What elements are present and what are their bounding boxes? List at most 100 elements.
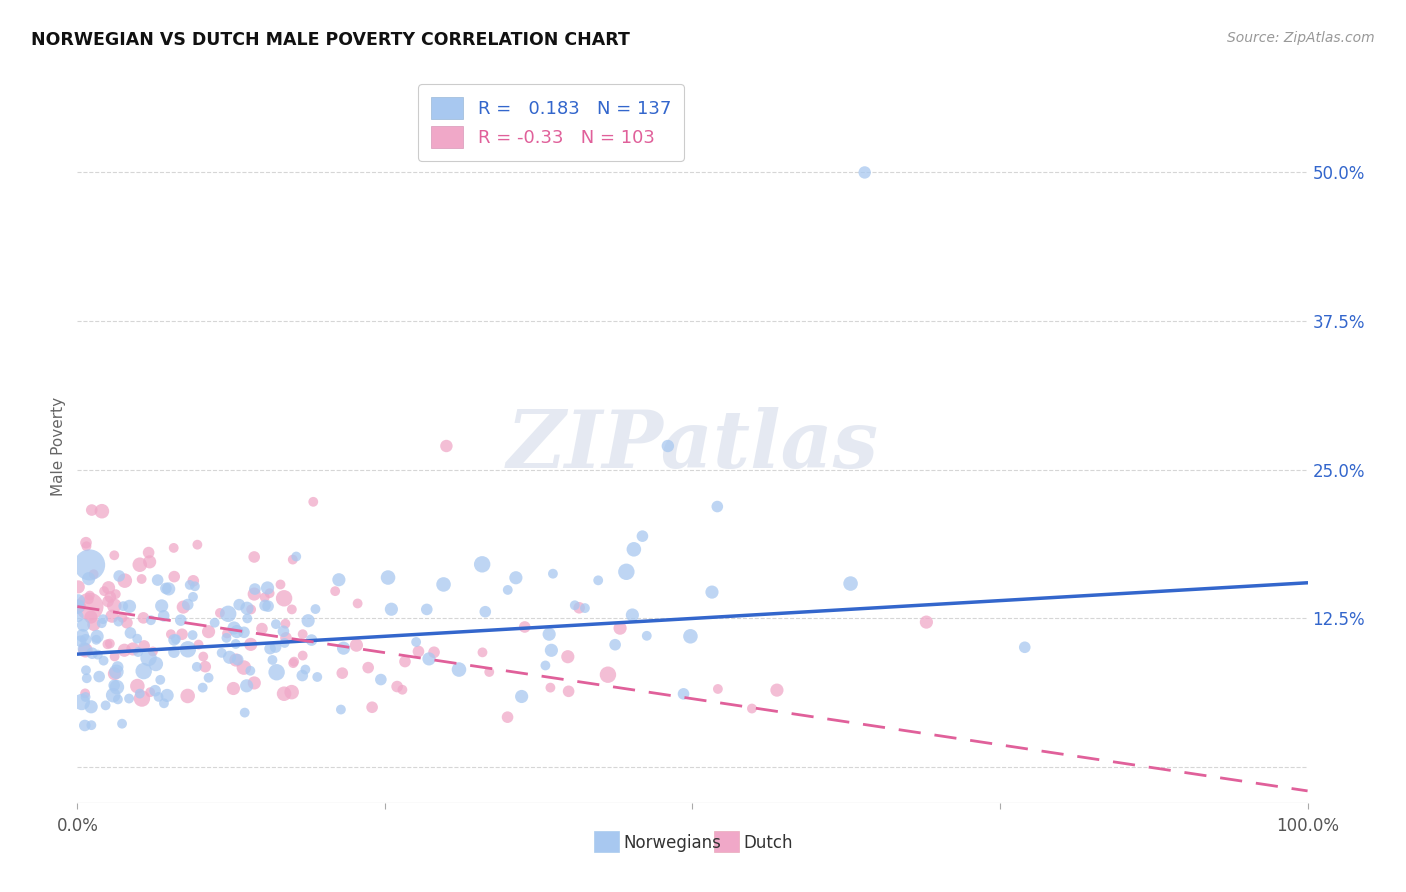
Point xyxy=(679,629,702,643)
Point xyxy=(112,599,135,614)
Point xyxy=(273,591,295,606)
Point xyxy=(222,681,245,696)
Point xyxy=(609,621,631,635)
Point xyxy=(118,691,141,706)
Point xyxy=(447,663,470,677)
Point xyxy=(603,638,626,652)
Point xyxy=(115,615,138,630)
Point xyxy=(416,602,439,616)
Point xyxy=(66,609,89,624)
Point xyxy=(323,584,346,599)
Point xyxy=(67,599,90,613)
Point xyxy=(236,611,259,625)
Point xyxy=(84,632,107,647)
Point xyxy=(432,577,454,591)
Point xyxy=(614,565,637,579)
Text: Norwegians: Norwegians xyxy=(624,834,721,852)
Point xyxy=(77,572,100,586)
Point xyxy=(194,659,217,673)
Point xyxy=(150,599,173,613)
Point xyxy=(254,599,277,613)
Point xyxy=(346,597,368,611)
Point xyxy=(534,658,557,673)
Point xyxy=(67,593,90,607)
Point xyxy=(93,654,115,668)
Point xyxy=(157,582,180,596)
Point xyxy=(67,580,90,594)
Point xyxy=(557,684,579,698)
Point xyxy=(90,616,112,631)
Point xyxy=(574,601,596,615)
Point xyxy=(274,616,297,631)
Point xyxy=(75,663,97,677)
Point xyxy=(297,614,319,628)
Point xyxy=(176,689,198,703)
Legend: R =   0.183   N = 137, R = -0.33   N = 103: R = 0.183 N = 137, R = -0.33 N = 103 xyxy=(418,84,683,161)
Point xyxy=(163,645,186,659)
Point xyxy=(160,627,183,641)
Point xyxy=(80,503,103,517)
Point xyxy=(259,586,281,600)
Point xyxy=(93,584,115,599)
FancyBboxPatch shape xyxy=(595,831,620,852)
Point xyxy=(222,621,245,635)
Point xyxy=(232,660,254,674)
Point xyxy=(510,690,533,704)
Point xyxy=(256,581,278,595)
Point xyxy=(112,643,135,657)
Point xyxy=(226,652,249,666)
Point xyxy=(118,599,141,614)
Point xyxy=(132,664,155,678)
Point xyxy=(181,574,204,588)
Point xyxy=(111,716,134,731)
Point xyxy=(328,573,350,587)
Point xyxy=(211,646,233,660)
Point xyxy=(138,555,160,569)
Point xyxy=(80,610,103,624)
Point xyxy=(436,439,458,453)
Point xyxy=(307,670,329,684)
Point xyxy=(538,627,561,641)
Point xyxy=(505,571,527,585)
Point xyxy=(357,660,380,674)
Point xyxy=(163,541,186,555)
Point xyxy=(215,626,238,640)
Point xyxy=(471,558,494,572)
Point xyxy=(101,609,124,624)
Point xyxy=(134,639,156,653)
Point xyxy=(262,653,284,667)
Point xyxy=(70,695,93,709)
Point xyxy=(165,632,187,647)
Point xyxy=(657,439,679,453)
Y-axis label: Male Poverty: Male Poverty xyxy=(51,396,66,496)
Point xyxy=(96,637,118,651)
Point xyxy=(80,699,103,714)
Point xyxy=(103,678,125,692)
Point xyxy=(294,663,316,677)
Point xyxy=(233,706,256,720)
Point xyxy=(283,656,305,670)
Point xyxy=(91,612,114,626)
Point xyxy=(127,645,149,659)
Point xyxy=(98,590,121,604)
Point xyxy=(83,617,105,632)
Point xyxy=(73,718,96,732)
Point xyxy=(302,495,325,509)
Point xyxy=(418,652,440,666)
Point xyxy=(107,692,129,706)
Point xyxy=(208,606,231,620)
Point xyxy=(283,655,305,669)
Point xyxy=(233,625,256,640)
Point xyxy=(839,576,862,591)
Point xyxy=(266,665,288,680)
Point xyxy=(114,574,136,588)
Point xyxy=(187,638,209,652)
Point xyxy=(156,689,179,703)
Point xyxy=(291,627,314,641)
Point xyxy=(79,599,101,614)
Point xyxy=(73,641,96,656)
Point xyxy=(75,539,97,553)
Point xyxy=(138,651,160,665)
Point xyxy=(90,504,112,518)
Point xyxy=(228,598,250,612)
